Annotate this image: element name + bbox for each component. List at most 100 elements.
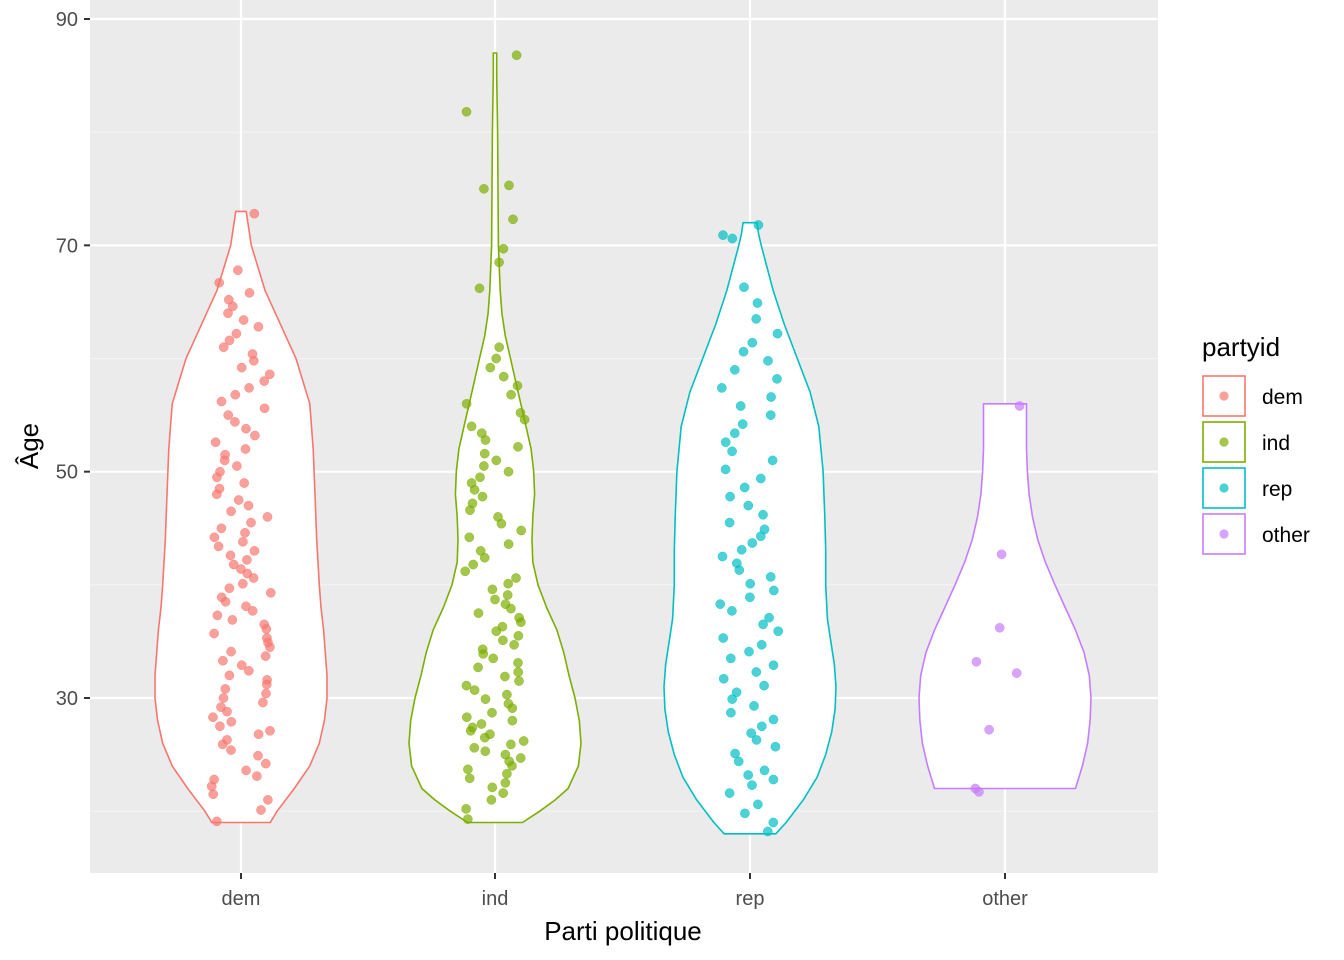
point-rep	[743, 770, 754, 780]
point-ind	[477, 644, 488, 655]
point-rep	[751, 314, 762, 324]
point-ind	[466, 478, 477, 488]
y-tick-label: 90	[56, 9, 78, 31]
point-rep	[759, 524, 770, 535]
point-rep	[755, 473, 766, 484]
legend-item-other: other	[1202, 513, 1310, 555]
point-ind	[461, 712, 472, 723]
point-dem	[215, 721, 225, 732]
point-rep	[731, 687, 742, 698]
point-rep	[718, 230, 728, 240]
point-rep	[738, 346, 749, 357]
point-rep	[724, 517, 735, 528]
point-ind	[485, 362, 496, 373]
point-rep	[765, 572, 776, 582]
point-ind	[500, 599, 511, 609]
point-ind	[498, 371, 509, 382]
point-dem	[216, 592, 227, 603]
point-dem	[244, 383, 254, 393]
point-dem	[233, 495, 244, 505]
point-rep	[765, 410, 776, 420]
violin-other	[918, 403, 1092, 790]
point-dem	[220, 684, 231, 694]
point-dem	[224, 335, 235, 346]
point-ind	[468, 559, 479, 570]
point-other	[971, 656, 982, 667]
point-ind	[491, 455, 502, 466]
point-dem	[246, 517, 256, 528]
point-rep	[745, 578, 756, 589]
point-rep	[768, 585, 779, 596]
point-dem	[239, 478, 250, 488]
point-dem	[226, 646, 236, 657]
point-ind	[461, 680, 472, 691]
point-ind	[515, 753, 526, 763]
point-dem	[262, 633, 272, 643]
x-tick-label-dem: dem	[222, 888, 261, 910]
point-rep	[720, 464, 731, 475]
point-rep	[725, 653, 736, 664]
point-ind	[491, 353, 502, 364]
point-dem	[261, 688, 271, 699]
point-dem	[250, 430, 260, 441]
point-dem	[241, 423, 251, 434]
legend-dot-other	[1219, 529, 1229, 539]
point-rep	[739, 282, 749, 293]
violin-dem	[154, 210, 328, 824]
point-ind	[498, 635, 508, 646]
point-rep	[758, 509, 768, 520]
point-dem	[265, 587, 276, 598]
point-ind	[469, 742, 480, 753]
point-dem	[236, 564, 246, 574]
point-rep	[752, 298, 763, 308]
point-ind	[461, 804, 471, 814]
point-dem	[228, 559, 239, 570]
point-ind	[487, 584, 498, 595]
point-ind	[500, 749, 511, 760]
point-ind	[461, 398, 472, 409]
point-ind	[477, 491, 488, 502]
point-other	[1014, 401, 1025, 411]
point-ind	[490, 594, 500, 605]
point-dem	[262, 512, 273, 522]
point-rep	[751, 667, 762, 677]
point-dem	[222, 735, 232, 745]
point-other	[984, 724, 994, 735]
point-other	[970, 783, 981, 794]
point-ind	[515, 407, 526, 418]
legend-label-ind: ind	[1262, 432, 1290, 455]
point-rep	[733, 756, 744, 767]
point-dem	[218, 693, 229, 703]
point-rep	[768, 714, 779, 725]
point-dem	[220, 449, 230, 460]
point-dem	[230, 389, 241, 400]
point-ind	[503, 466, 514, 477]
point-rep	[770, 741, 781, 752]
point-rep	[718, 673, 729, 684]
point-other	[1011, 668, 1022, 678]
point-ind	[514, 612, 524, 623]
violin-ind	[408, 52, 582, 824]
point-dem	[212, 610, 223, 621]
point-ind	[513, 658, 523, 668]
point-rep	[729, 428, 740, 439]
point-ind	[506, 739, 516, 750]
legend-dot-rep	[1219, 483, 1229, 493]
point-rep	[717, 551, 728, 562]
point-ind	[486, 795, 497, 805]
point-dem	[264, 369, 275, 380]
y-axis-title: Âge	[14, 423, 44, 469]
point-rep	[724, 788, 735, 798]
legend-label-other: other	[1262, 524, 1310, 547]
point-dem	[241, 601, 251, 612]
point-dem	[249, 546, 260, 556]
point-rep	[759, 680, 769, 691]
point-ind	[475, 472, 485, 483]
point-dem	[211, 816, 222, 827]
point-ind	[462, 814, 473, 824]
point-dem	[240, 527, 250, 538]
point-ind	[473, 608, 484, 618]
point-rep	[759, 765, 770, 776]
point-dem	[230, 417, 240, 427]
